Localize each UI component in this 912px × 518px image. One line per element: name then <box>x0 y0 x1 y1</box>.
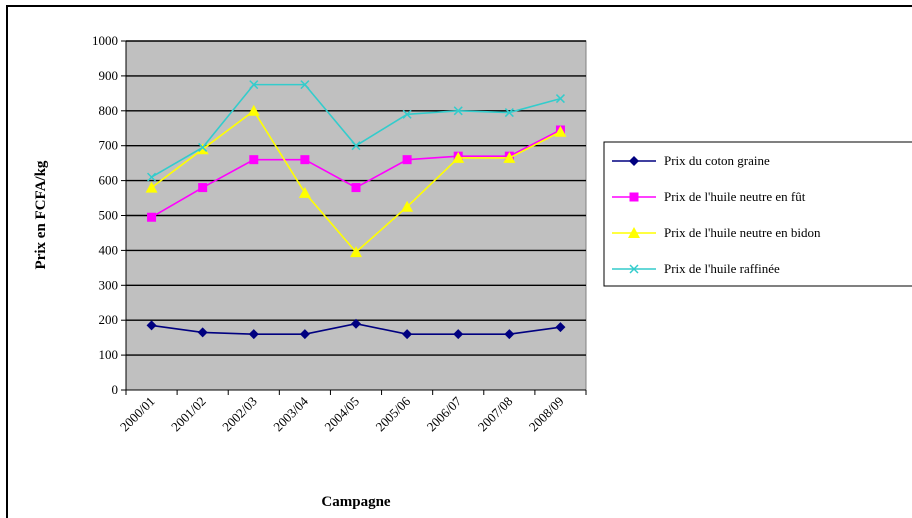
legend-item: Prix de l'huile raffinée <box>612 261 780 276</box>
data-point <box>298 186 311 198</box>
x-tick-label: 2008/09 <box>526 394 567 435</box>
data-point <box>628 227 640 238</box>
series-1 <box>146 318 566 340</box>
data-point <box>147 172 157 182</box>
legend: Prix du coton graine Prix de l'huile neut… <box>603 141 912 287</box>
data-point <box>249 80 259 90</box>
data-point <box>351 318 361 329</box>
data-point <box>555 322 566 333</box>
y-tick-label: 500 <box>99 208 119 223</box>
data-point <box>504 329 515 340</box>
x-tick-label: 2005/06 <box>372 393 413 434</box>
data-point <box>402 155 412 165</box>
data-point <box>145 181 158 193</box>
x-tick-label: 2001/02 <box>168 394 209 435</box>
data-point <box>554 125 567 137</box>
data-point <box>351 183 361 193</box>
x-tick-label: 2006/07 <box>424 393 465 434</box>
gridlines <box>126 40 586 356</box>
data-point <box>249 155 259 165</box>
data-point <box>247 104 260 116</box>
y-tick-label: 900 <box>99 68 119 83</box>
data-point <box>629 156 639 166</box>
x-tick-label: 2004/05 <box>321 394 362 435</box>
legend-item: Prix de l'huile neutre en fût <box>612 189 806 204</box>
y-tick-label: 400 <box>99 242 119 257</box>
data-point <box>453 329 464 340</box>
data-point <box>453 106 463 116</box>
data-point <box>504 108 514 118</box>
series-layer <box>145 80 567 340</box>
data-point <box>350 246 362 258</box>
y-tick-label: 600 <box>99 173 119 188</box>
data-point <box>300 80 310 90</box>
y-tick-label: 700 <box>99 138 119 153</box>
data-point <box>402 329 413 340</box>
x-tick-label: 2002/03 <box>219 394 260 435</box>
legend-item: Prix de l'huile neutre en bidon <box>612 225 821 240</box>
y-tick-label: 1000 <box>92 33 118 48</box>
data-point <box>351 141 361 151</box>
legend-label: Prix de l'huile raffinée <box>664 261 780 276</box>
data-point <box>197 327 208 338</box>
x-tick-label: 2007/08 <box>475 394 516 435</box>
y-tick-label: 100 <box>99 347 119 362</box>
y-tick-label: 0 <box>112 382 119 397</box>
data-point <box>503 151 516 163</box>
data-point <box>147 212 157 222</box>
legend-label: Prix de l'huile neutre en fût <box>664 189 806 204</box>
data-point <box>198 142 208 152</box>
x-axis-title: Campagne <box>321 494 391 510</box>
y-tick-label: 300 <box>99 277 119 292</box>
data-point <box>401 200 414 212</box>
data-point <box>555 94 565 104</box>
legend-label: Prix de l'huile neutre en bidon <box>664 225 821 240</box>
y-tick-label: 800 <box>99 103 119 118</box>
data-point <box>629 192 639 202</box>
y-axis-title: Prix en FCFA/kg <box>33 160 49 269</box>
data-point <box>146 320 157 331</box>
legend-box <box>603 141 912 287</box>
x-tick-label: 2003/04 <box>270 393 311 434</box>
series-4 <box>147 80 565 182</box>
data-point <box>300 155 310 165</box>
axes <box>121 40 587 395</box>
data-point <box>198 183 208 193</box>
data-point <box>629 264 639 274</box>
data-point <box>452 151 465 163</box>
x-tick-label: 2000/01 <box>117 394 158 435</box>
data-point <box>248 329 259 340</box>
data-point <box>402 109 412 119</box>
data-point <box>299 329 310 340</box>
y-tick-label: 200 <box>99 312 119 327</box>
legend-label: Prix du coton graine <box>664 153 770 168</box>
legend-item: Prix du coton graine <box>612 153 770 168</box>
